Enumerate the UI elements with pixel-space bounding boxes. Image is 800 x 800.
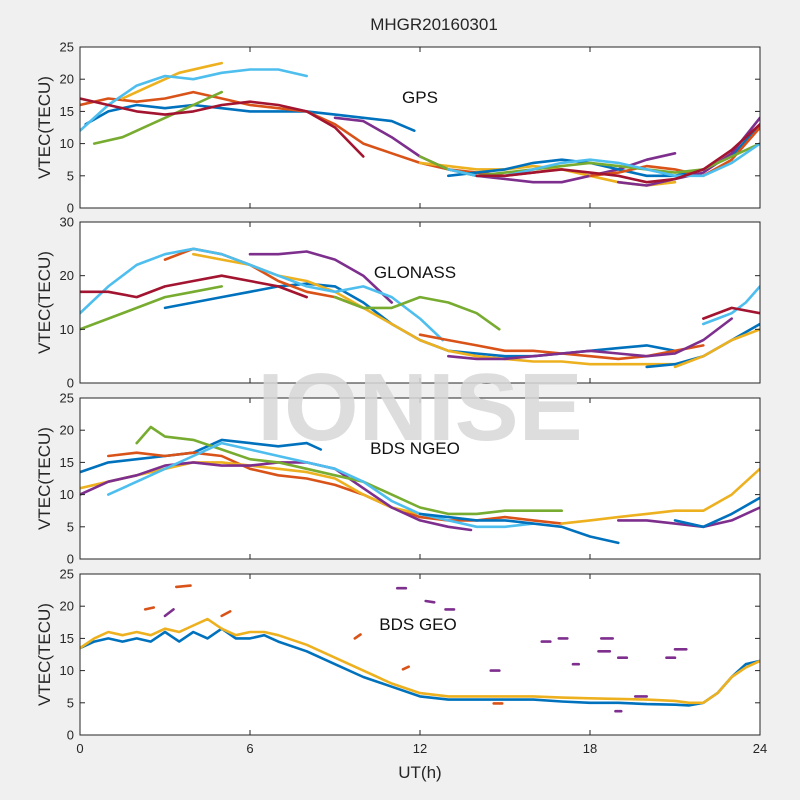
series-line-6	[80, 68, 309, 132]
x-tick-label: 24	[753, 741, 767, 756]
series-line-2	[143, 606, 155, 611]
y-tick-label: 20	[60, 599, 74, 614]
y-tick-label: 0	[67, 728, 74, 743]
series-line-0	[84, 103, 416, 132]
series-line-13	[673, 327, 760, 369]
panel-bds-geo: 0 6 12 18 24 0 5 10 15 20 25 VTEC(TECU) BDS GEO	[35, 567, 767, 757]
y-tick-label: 30	[60, 215, 74, 230]
y-tick-label: 15	[60, 631, 74, 646]
y-tick-label: 20	[60, 72, 74, 87]
panel-bds-ngeo: 0 5 10 15 20 25 VTEC(TECU) BDS NGEO	[35, 391, 761, 567]
panel-label: BDS GEO	[379, 615, 456, 634]
x-tick-label: 0	[76, 741, 83, 756]
series-line-6	[80, 274, 309, 299]
y-tick-label: 15	[60, 104, 74, 119]
y-tick-label: 25	[60, 567, 74, 582]
y-tick-label: 0	[67, 201, 74, 216]
series-group	[80, 247, 760, 369]
watermark-text: IONISE	[257, 354, 582, 461]
series-line-8	[446, 317, 734, 361]
y-tick-label: 0	[67, 552, 74, 567]
panel-label: GPS	[402, 88, 438, 107]
axes-face	[80, 574, 760, 735]
series-line-9	[333, 295, 501, 331]
series-line-11	[701, 285, 760, 326]
y-tick-label: 20	[60, 268, 74, 283]
series-group	[80, 584, 760, 713]
y-axis-label: VTEC(TECU)	[35, 603, 54, 706]
series-line-4	[135, 425, 564, 516]
series-line-1	[80, 617, 760, 705]
figure-title: MHGR20160301	[370, 15, 498, 34]
y-tick-label: 10	[60, 487, 74, 502]
series-line-6	[418, 512, 620, 545]
series-line-3	[175, 584, 192, 589]
y-tick-label: 10	[60, 136, 74, 151]
series-line-5	[220, 610, 232, 618]
series-group	[80, 61, 760, 187]
y-axis-label: VTEC(TECU)	[35, 427, 54, 530]
x-tick-label: 12	[413, 741, 427, 756]
series-line-2	[121, 61, 223, 100]
series-line-7	[80, 97, 365, 158]
series-line-4	[163, 608, 175, 618]
series-line-13	[475, 123, 760, 184]
y-tick-label: 5	[67, 168, 74, 183]
y-tick-label: 0	[67, 376, 74, 391]
panel-gps: 0 5 10 15 20 25 VTEC(TECU) GPS	[35, 40, 761, 216]
y-axis-label: VTEC(TECU)	[35, 76, 54, 179]
series-line-7	[401, 665, 411, 671]
series-line-5	[92, 90, 223, 145]
y-axis-label: VTEC(TECU)	[35, 251, 54, 354]
y-tick-label: 20	[60, 423, 74, 438]
series-line-5	[107, 441, 535, 529]
series-line-6	[353, 633, 362, 640]
y-tick-label: 10	[60, 663, 74, 678]
series-line-5	[80, 247, 445, 342]
axes-face	[80, 398, 760, 559]
series-line-0	[80, 627, 760, 707]
y-tick-label: 5	[67, 695, 74, 710]
series-line-0	[80, 438, 323, 474]
panel-label: GLONASS	[374, 263, 456, 282]
series-line-3	[248, 250, 394, 304]
x-axis-label: UT(h)	[398, 763, 441, 782]
y-tick-label: 25	[60, 391, 74, 406]
y-tick-label: 15	[60, 455, 74, 470]
panel-glonass: 0 10 20 30 VTEC(TECU) GLONASS	[35, 215, 761, 391]
y-tick-label: 10	[60, 322, 74, 337]
series-line-4	[80, 285, 223, 331]
series-line-12	[701, 306, 760, 320]
series-line-9	[588, 126, 760, 178]
series-line-8	[616, 506, 760, 529]
series-group	[80, 425, 760, 545]
panel-label: BDS NGEO	[370, 439, 460, 458]
series-line-9	[673, 496, 760, 529]
y-tick-label: 5	[67, 519, 74, 534]
series-line-7	[560, 467, 760, 525]
x-tick-label: 18	[583, 741, 597, 756]
y-tick-label: 25	[60, 40, 74, 55]
x-tick-label: 6	[246, 741, 253, 756]
series-line-9	[424, 599, 436, 604]
panels: 0 5 10 15 20 25 VTEC(TECU) GPS 0 10 20 30 VTEC(TECU)…	[35, 40, 767, 757]
